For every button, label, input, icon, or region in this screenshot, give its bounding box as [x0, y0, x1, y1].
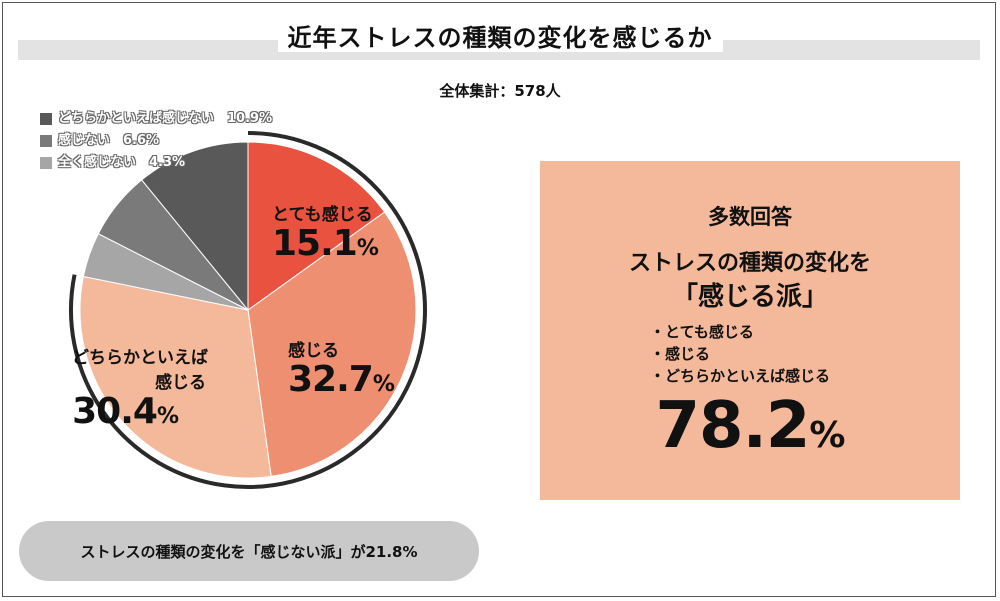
legend-swatch — [40, 113, 52, 125]
slice-name: 感じる — [288, 341, 339, 361]
pie-slice-5 — [141, 141, 249, 312]
summary-line2: 「感じる派」 — [671, 282, 828, 312]
footer-pill: ストレスの種類の変化を「感じない派」が21.8% — [19, 521, 479, 581]
slice-label-somewhat: どちらかといえば 感じる 30.4% — [72, 343, 208, 436]
legend-label: 感じない 6.6% — [58, 133, 160, 148]
summary-list-item: どちらかといえば感じる — [650, 365, 830, 387]
slice-value: 15.1% — [272, 223, 379, 264]
summary-list-item: 感じる — [650, 343, 830, 365]
slice-name: とても感じる — [272, 205, 373, 225]
slice-name-line2: 感じる — [155, 373, 206, 393]
summary-line1: ストレスの種類の変化を — [628, 251, 871, 276]
slice-label-very: とても感じる 15.1% — [272, 200, 379, 268]
slice-value: 32.7% — [288, 359, 395, 400]
positive-group-arc — [69, 131, 427, 489]
slice-label-feel: 感じる 32.7% — [288, 336, 395, 404]
slice-name-line1: どちらかといえば — [72, 348, 208, 368]
pie-slice-1 — [247, 211, 417, 477]
pie-slice-0 — [247, 141, 386, 311]
legend-swatch — [40, 135, 52, 147]
summary-heading: 多数回答 — [708, 205, 792, 229]
summary-list: とても感じる 感じる どちらかといえば感じる — [650, 321, 830, 387]
summary-box: 多数回答 ストレスの種類の変化を 「感じる派」 とても感じる 感じる どちらかと… — [540, 161, 960, 500]
chart-title: 近年ストレスの種類の変化を感じるか — [0, 18, 1000, 53]
pie-slice-2 — [79, 275, 272, 479]
summary-total: 78.2% — [655, 389, 846, 463]
legend-swatch — [40, 157, 52, 169]
legend-label: どちらかといえば感じない 10.9% — [58, 111, 273, 126]
legend-label: 全く感じない 4.3% — [58, 155, 186, 170]
total-count: 全体集計：578人 — [439, 82, 561, 100]
footer-pill-text: ストレスの種類の変化を「感じない派」が21.8% — [80, 543, 418, 561]
summary-list-item: とても感じる — [650, 321, 830, 343]
slice-value: 30.4% — [72, 391, 179, 432]
